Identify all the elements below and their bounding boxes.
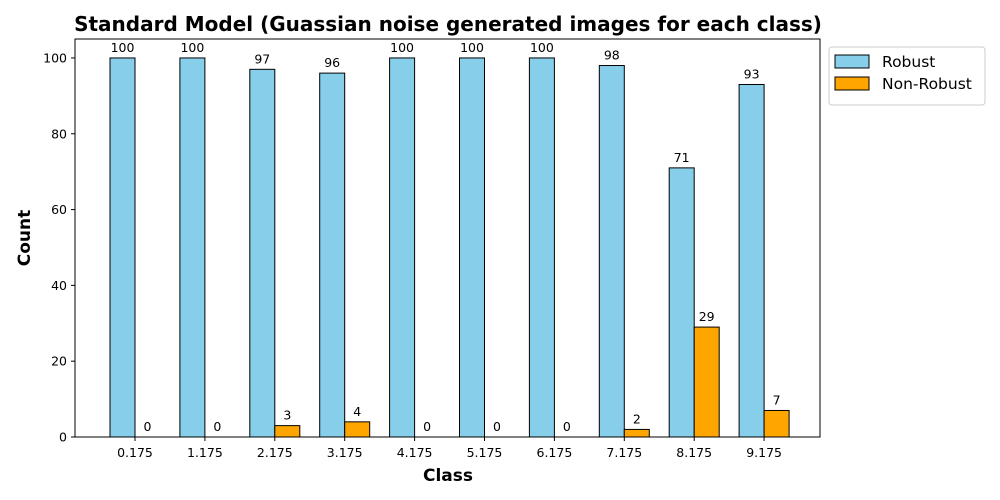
data-label-non-robust-6: 0 (563, 419, 571, 434)
x-tick-label-0: 0.175 (117, 445, 153, 460)
bar-robust-8 (668, 167, 695, 438)
legend-label-non-robust: Non-Robust (882, 75, 972, 93)
x-tick-label-3: 3.175 (327, 445, 363, 460)
bar-non-robust-9 (763, 409, 790, 438)
x-tick-label-9: 9.175 (746, 445, 782, 460)
y-axis-label: Count (15, 210, 35, 267)
y-tick-label-3: 60 (51, 202, 67, 217)
legend-label-robust: Robust (882, 53, 935, 71)
legend: Robust Non-Robust (828, 46, 986, 106)
y-tick-label-0: 0 (59, 430, 67, 445)
data-label-non-robust-8: 29 (699, 309, 715, 324)
data-label-robust-6: 100 (530, 40, 554, 55)
bar-robust-1 (179, 57, 206, 438)
chart-title: Standard Model (Guassian noise generated… (74, 12, 822, 36)
x-tick-label-2: 2.175 (257, 445, 293, 460)
y-tick-label-4: 80 (51, 126, 67, 141)
x-tick-label-8: 8.175 (676, 445, 712, 460)
x-tick-label-1: 1.175 (187, 445, 223, 460)
data-label-robust-5: 100 (460, 40, 484, 55)
data-label-non-robust-0: 0 (144, 419, 152, 434)
legend-swatch-non-robust (834, 76, 870, 91)
data-label-non-robust-2: 3 (283, 408, 291, 423)
bar-robust-7 (598, 65, 625, 438)
bar-non-robust-7 (623, 428, 650, 438)
bar-robust-2 (249, 68, 276, 438)
x-tick-label-4: 4.175 (397, 445, 433, 460)
bar-non-robust-3 (344, 421, 371, 438)
bar-robust-5 (459, 57, 485, 438)
bar-robust-9 (738, 83, 765, 438)
data-label-non-robust-5: 0 (493, 419, 501, 434)
data-label-robust-8: 71 (674, 150, 690, 165)
x-tick-label-7: 7.175 (606, 445, 642, 460)
x-tick-label-6: 6.175 (537, 445, 573, 460)
x-axis-label: Class (423, 466, 473, 486)
data-label-non-robust-1: 0 (213, 419, 221, 434)
data-label-non-robust-4: 0 (423, 419, 431, 434)
data-label-robust-9: 93 (744, 66, 760, 81)
data-label-robust-3: 96 (324, 55, 340, 70)
data-label-robust-1: 100 (180, 40, 204, 55)
bar-non-robust-2 (274, 425, 301, 438)
legend-swatch-robust (834, 54, 870, 69)
y-tick-label-5: 100 (43, 50, 67, 65)
bar-non-robust-8 (693, 326, 720, 438)
bar-robust-6 (528, 57, 555, 438)
y-tick-label-1: 20 (51, 354, 67, 369)
data-label-robust-0: 100 (111, 40, 135, 55)
data-label-robust-2: 97 (254, 51, 270, 66)
bar-robust-0 (109, 57, 136, 438)
y-tick-label-2: 40 (51, 278, 67, 293)
data-label-robust-4: 100 (390, 40, 414, 55)
axes-frame (74, 38, 821, 438)
x-tick-label-5: 5.175 (467, 445, 503, 460)
data-label-non-robust-9: 7 (773, 392, 781, 407)
data-label-non-robust-7: 2 (633, 411, 641, 426)
bar-robust-3 (319, 72, 346, 438)
data-label-robust-7: 98 (604, 48, 620, 63)
data-label-non-robust-3: 4 (353, 404, 361, 419)
bar-robust-4 (389, 57, 416, 438)
